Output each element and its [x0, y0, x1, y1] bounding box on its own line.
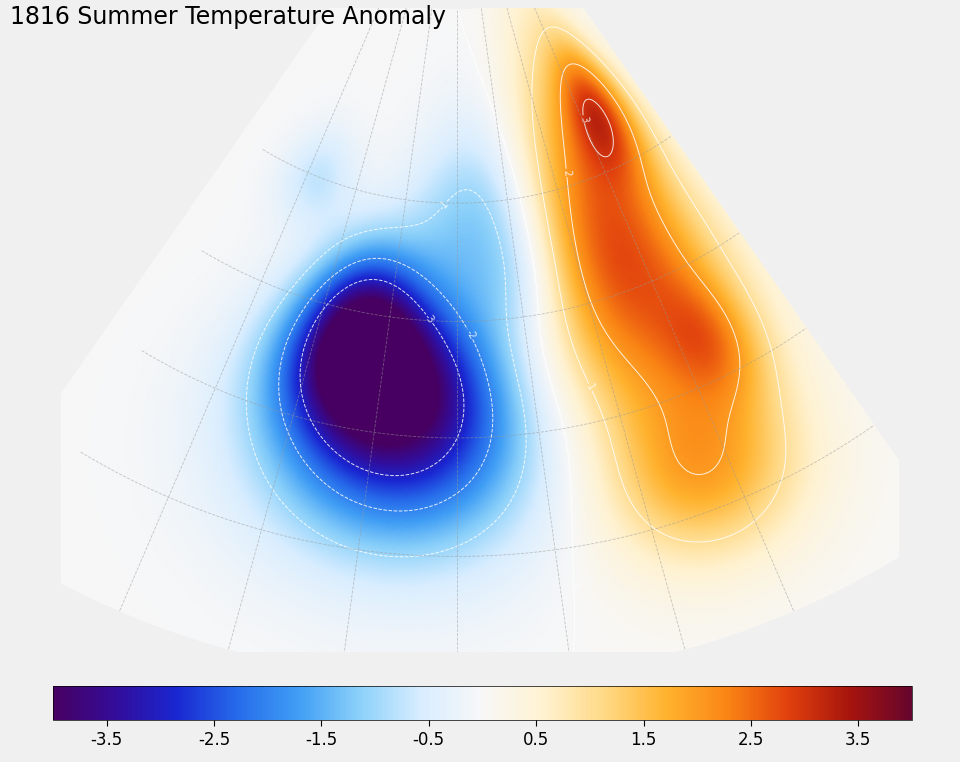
Text: 3: 3 — [578, 115, 589, 123]
Text: 1816 Summer Temperature Anomaly: 1816 Summer Temperature Anomaly — [10, 5, 445, 29]
Text: 2: 2 — [562, 169, 572, 177]
Text: -1: -1 — [437, 199, 450, 213]
Text: -3: -3 — [422, 312, 436, 325]
Text: 1: 1 — [585, 382, 596, 392]
Text: 0: 0 — [568, 583, 579, 590]
Text: -2: -2 — [464, 328, 477, 341]
